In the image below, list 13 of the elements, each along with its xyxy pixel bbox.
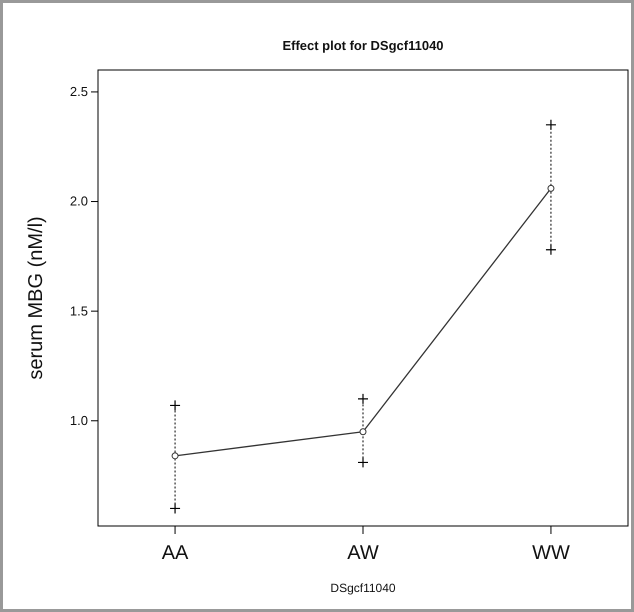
x-tick-label: WW bbox=[532, 542, 570, 564]
point bbox=[172, 452, 179, 460]
chart-title: Effect plot for DSgcf11040 bbox=[282, 38, 444, 53]
x-axis-title: DSgcf11040 bbox=[330, 581, 396, 595]
y-tick-label: 1.0 bbox=[70, 412, 88, 428]
y-tick-label: 2.5 bbox=[70, 84, 88, 100]
point bbox=[360, 428, 366, 436]
x-tick-label: AA bbox=[162, 542, 190, 564]
y-tick-label: 2.0 bbox=[70, 194, 88, 209]
point bbox=[547, 184, 554, 192]
x-tick-label: AW bbox=[347, 542, 379, 564]
y-axis-title: serum MBG (nM/l) bbox=[25, 216, 47, 380]
y-tick-label: 1.5 bbox=[70, 303, 88, 318]
